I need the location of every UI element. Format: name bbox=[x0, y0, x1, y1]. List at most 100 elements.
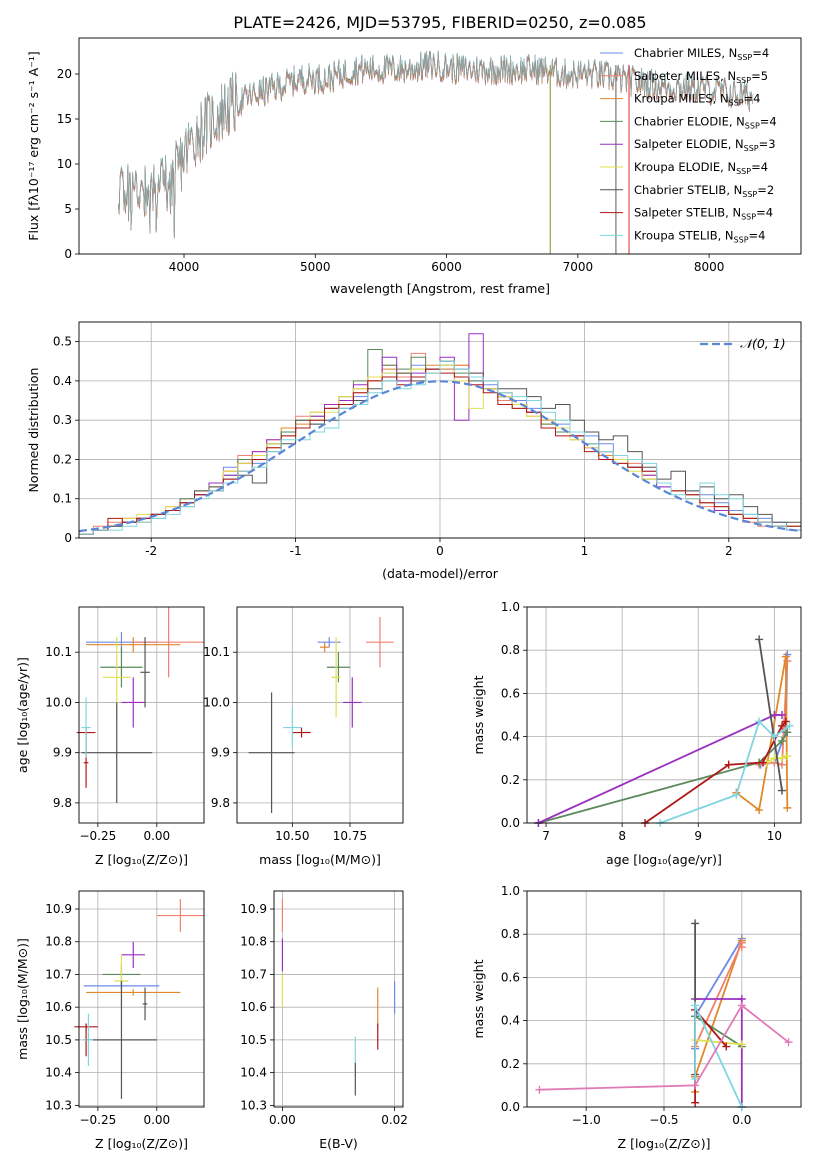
plus-marker bbox=[783, 728, 792, 737]
y-tick-label: 10.3 bbox=[240, 1098, 267, 1112]
y-tick-label: 0.6 bbox=[501, 686, 520, 700]
plus-marker bbox=[732, 790, 741, 799]
x-tick-label: -2 bbox=[145, 544, 157, 558]
axes-frame bbox=[78, 890, 205, 1108]
plus-marker bbox=[770, 732, 779, 741]
y-tick-label: 10.4 bbox=[45, 1066, 72, 1080]
plus-marker bbox=[777, 736, 786, 745]
y-tick-label: 0.0 bbox=[501, 816, 520, 830]
legend-entry: Kroupa ELODIE, NSSP=4 bbox=[634, 160, 768, 176]
legend-entry: Kroupa MILES, NSSP=4 bbox=[634, 92, 760, 108]
plus-marker bbox=[777, 711, 786, 719]
x-tick-label: -1 bbox=[290, 544, 302, 558]
y-axis-label: age [log₁₀(age/yr)] bbox=[15, 657, 30, 773]
y-tick-label: 0.4 bbox=[53, 374, 72, 388]
histogram-series bbox=[79, 360, 801, 535]
x-tick-label: −0.25 bbox=[79, 1113, 116, 1127]
x-tick-label: 0.00 bbox=[269, 1113, 296, 1127]
errorbar-point bbox=[283, 707, 302, 748]
figure-title: PLATE=2426, MJD=53795, FIBERID=0250, z=0… bbox=[233, 13, 646, 32]
x-axis-label: Z [log₁₀(Z/Z⊙)] bbox=[95, 852, 188, 867]
errorbar-point bbox=[86, 989, 181, 996]
plus-marker bbox=[783, 803, 792, 812]
errorbar-point bbox=[366, 617, 394, 668]
plus-marker bbox=[755, 717, 764, 726]
legend-entry: 𝒩(0, 1) bbox=[740, 336, 786, 351]
legend-entry: Chabrier MILES, NSSP=4 bbox=[634, 46, 769, 62]
errorbar-point bbox=[81, 702, 153, 803]
weight-series bbox=[758, 639, 783, 791]
y-tick-label: 10.3 bbox=[45, 1098, 72, 1112]
legend-entry: Chabrier ELODIE, NSSP=4 bbox=[634, 114, 777, 130]
y-tick-label: 0.6 bbox=[501, 970, 520, 984]
y-tick-label: 0.3 bbox=[53, 413, 72, 427]
gaussian-curve bbox=[79, 380, 801, 533]
x-tick-label: 10.75 bbox=[333, 829, 367, 843]
x-tick-label: 8 bbox=[618, 829, 626, 843]
x-tick-label: 8000 bbox=[694, 260, 725, 274]
errorbar-point bbox=[156, 899, 204, 932]
y-tick-label: 0 bbox=[64, 531, 72, 545]
x-tick-label: 0.00 bbox=[143, 829, 170, 843]
y-tick-label: 10 bbox=[57, 157, 72, 171]
plus-marker bbox=[737, 943, 746, 952]
y-tick-label: 10.1 bbox=[203, 645, 230, 659]
axes-frame bbox=[78, 321, 802, 539]
x-tick-label: −1.0 bbox=[572, 1113, 601, 1127]
y-tick-label: 10.0 bbox=[203, 695, 230, 709]
x-axis-label: Z [log₁₀(Z/Z⊙)] bbox=[618, 1136, 711, 1151]
errorbar-point bbox=[121, 941, 146, 968]
x-tick-label: 0.00 bbox=[143, 1113, 170, 1127]
errorbar-point bbox=[292, 727, 311, 738]
legend-entry: Salpeter MILES, NSSP=5 bbox=[634, 69, 768, 85]
plus-marker bbox=[784, 1038, 793, 1047]
x-axis-label: (data-model)/error bbox=[382, 566, 499, 581]
x-axis-label: E(B-V) bbox=[319, 1136, 358, 1151]
plus-marker bbox=[783, 752, 792, 761]
y-tick-label: 10.5 bbox=[45, 1033, 72, 1047]
plus-marker bbox=[737, 1001, 746, 1010]
age-vs-mass-panel: 10.50 10.75 9.8 9.9 10.0 10.1 mass [log₁₀(M/M⊙… bbox=[203, 606, 404, 867]
residuals-panel: -2 -1 0 1 2 0 0.1 0.2 0.3 0.4 0.5 (data-model)/erro… bbox=[26, 321, 802, 581]
y-tick-label: 9.9 bbox=[211, 746, 230, 760]
x-tick-label: 4000 bbox=[169, 260, 200, 274]
weight-series bbox=[695, 1039, 742, 1046]
y-tick-label: 0.2 bbox=[501, 1057, 520, 1071]
legend-entry: Chabrier STELIB, NSSP=2 bbox=[634, 183, 774, 199]
y-tick-label: 10.9 bbox=[240, 902, 267, 916]
mass-vs-EBV-panel: 0.00 0.02 10.3 10.4 10.5 10.6 10.7 10.8 10.9 E(B-… bbox=[240, 890, 408, 1151]
plus-marker bbox=[781, 717, 790, 726]
y-axis-label: mass [log₁₀(M/M⊙)] bbox=[15, 938, 30, 1060]
y-axis-label: mass weight bbox=[471, 675, 486, 754]
weight-series bbox=[694, 1007, 727, 1103]
axes-frame bbox=[78, 606, 205, 824]
mass-vs-Z-panel: −0.25 0.00 10.3 10.4 10.5 10.6 10.7 10.8 10.9 Z [… bbox=[15, 890, 205, 1151]
axes-frame bbox=[526, 890, 802, 1108]
plus-marker bbox=[781, 652, 790, 661]
plus-marker bbox=[535, 1085, 544, 1094]
y-tick-label: 15 bbox=[57, 112, 72, 126]
y-axis-label: mass weight bbox=[471, 959, 486, 1038]
y-tick-label: 5 bbox=[64, 202, 72, 216]
x-tick-label: 7 bbox=[542, 829, 550, 843]
legend-entry: Salpeter ELODIE, NSSP=3 bbox=[634, 137, 776, 153]
plus-marker bbox=[777, 721, 786, 730]
y-tick-label: 10.4 bbox=[240, 1066, 267, 1080]
x-axis-label: Z [log₁₀(Z/Z⊙)] bbox=[95, 1136, 188, 1151]
y-tick-label: 0.2 bbox=[53, 452, 72, 466]
x-axis-label: mass [log₁₀(M/M⊙)] bbox=[259, 852, 381, 867]
y-tick-label: 10.8 bbox=[45, 935, 72, 949]
axes-frame bbox=[273, 890, 404, 1108]
y-tick-label: 0.1 bbox=[53, 492, 72, 506]
age-vs-Z-panel: −0.25 0.00 9.8 9.9 10.0 10.1 Z [log₁₀(Z/Z⊙)] ag… bbox=[15, 606, 205, 867]
plus-marker bbox=[770, 711, 779, 719]
y-tick-label: 9.8 bbox=[53, 796, 72, 810]
plus-marker bbox=[724, 760, 733, 769]
errorbar-point bbox=[248, 692, 295, 813]
y-tick-label: 10.7 bbox=[240, 967, 267, 981]
y-tick-label: 1.0 bbox=[501, 884, 520, 898]
x-tick-label: 7000 bbox=[563, 260, 594, 274]
weight-series bbox=[538, 714, 782, 824]
y-tick-label: 0.8 bbox=[501, 927, 520, 941]
